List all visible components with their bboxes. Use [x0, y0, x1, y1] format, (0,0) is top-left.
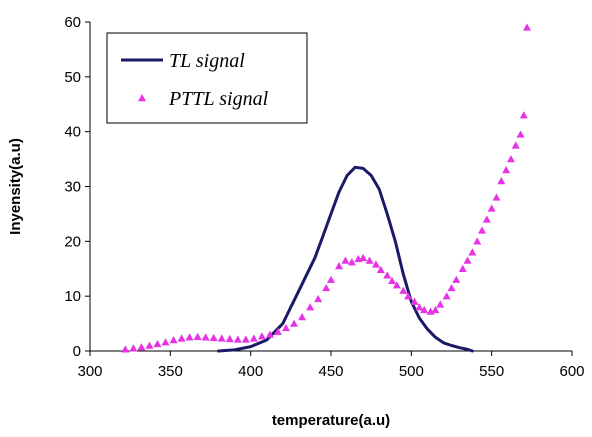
data-point — [420, 305, 429, 314]
data-point — [137, 343, 146, 351]
data-point — [314, 294, 323, 303]
data-point — [392, 281, 401, 289]
data-point — [169, 336, 178, 344]
x-tick-label: 600 — [559, 363, 584, 380]
data-point — [463, 256, 472, 264]
data-point — [241, 335, 250, 343]
data-point — [452, 275, 461, 283]
data-point — [185, 333, 194, 341]
data-point — [161, 338, 170, 346]
data-point — [290, 319, 299, 327]
x-axis-title: temperature(a.u) — [272, 412, 390, 429]
y-tick-label: 40 — [64, 124, 81, 141]
y-tick-label: 60 — [64, 14, 81, 31]
y-tick-label: 50 — [64, 69, 81, 86]
data-point — [482, 215, 491, 223]
y-tick-label: 20 — [64, 233, 81, 250]
data-point — [478, 226, 487, 234]
y-tick-label: 10 — [64, 288, 81, 305]
data-point — [322, 283, 331, 292]
data-point — [233, 335, 242, 343]
data-point — [177, 334, 186, 342]
data-point — [209, 333, 218, 342]
data-point — [282, 323, 291, 332]
data-point — [371, 260, 380, 268]
data-point — [468, 248, 477, 256]
y-tick-label: 30 — [64, 179, 81, 196]
data-point — [458, 264, 467, 272]
data-point — [273, 327, 282, 336]
x-tick-label: 300 — [77, 363, 102, 380]
data-point — [519, 111, 528, 119]
data-point — [359, 253, 368, 261]
data-point — [497, 177, 506, 185]
x-tick-label: 500 — [399, 363, 424, 380]
series-2 — [121, 23, 532, 353]
data-point — [436, 300, 445, 308]
data-point — [298, 313, 307, 321]
data-point — [473, 237, 482, 245]
data-point — [511, 141, 520, 149]
x-tick-label: 400 — [238, 363, 263, 380]
data-point — [487, 204, 496, 212]
data-point — [365, 256, 374, 264]
axes: 0 10 20 30 40 50 60 300 350 400 450 500 550 600 — [64, 14, 584, 380]
data-point — [121, 345, 130, 353]
data-point — [129, 344, 138, 352]
data-point — [442, 292, 451, 300]
y-axis-title: Inyensity(a.u) — [7, 138, 24, 235]
data-point — [383, 271, 392, 279]
data-point — [201, 333, 210, 341]
data-point — [516, 130, 525, 138]
x-tick-label: 450 — [318, 363, 343, 380]
data-point — [506, 155, 515, 163]
data-point — [153, 339, 162, 348]
legend-label: TL signal — [169, 50, 245, 72]
data-point — [257, 332, 266, 340]
legend-swatch — [138, 94, 146, 102]
data-point — [193, 332, 202, 340]
data-point — [335, 262, 344, 270]
data-point — [145, 341, 154, 349]
data-point — [327, 275, 335, 283]
data-point — [265, 330, 274, 338]
series-line — [217, 165, 474, 353]
data-point — [431, 305, 440, 314]
series-1 — [217, 165, 474, 353]
series-layer — [121, 23, 532, 353]
y-tick-label: 0 — [73, 343, 81, 360]
data-point — [225, 334, 234, 343]
legend-label: PTTL signal — [168, 88, 269, 110]
data-point — [217, 334, 226, 342]
data-point — [347, 258, 356, 266]
data-point — [502, 166, 511, 174]
data-point — [410, 297, 419, 305]
data-point — [341, 256, 350, 264]
data-point — [399, 286, 408, 294]
legend-box — [106, 32, 308, 124]
x-tick-label: 350 — [158, 363, 183, 380]
data-point — [447, 283, 456, 292]
data-point — [306, 303, 315, 311]
data-point — [523, 23, 532, 31]
data-point — [415, 303, 424, 311]
legend: TL signal PTTL signal — [106, 32, 308, 124]
data-point — [376, 265, 385, 274]
data-point — [404, 292, 413, 300]
data-point — [492, 193, 501, 201]
data-point — [249, 334, 258, 342]
data-point — [388, 276, 397, 285]
x-tick-label: 550 — [479, 363, 504, 380]
